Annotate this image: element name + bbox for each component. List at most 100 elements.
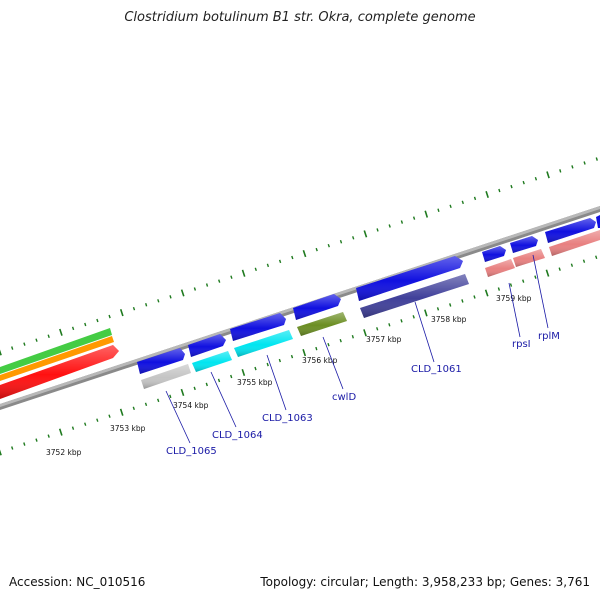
tick-mark — [363, 230, 368, 238]
tick-mark — [437, 208, 440, 212]
tick-mark — [412, 216, 416, 220]
kbp-label: 3753 kbp — [110, 424, 146, 433]
kbp-label: 3752 kbp — [46, 448, 82, 457]
tick-mark — [108, 314, 111, 319]
tick-mark — [169, 295, 172, 299]
tick-mark — [157, 398, 160, 403]
gene-label: rplM — [538, 331, 560, 342]
tick-mark — [339, 239, 343, 244]
tick-mark — [132, 406, 135, 411]
tick-mark — [0, 349, 2, 356]
tick-mark — [132, 306, 136, 311]
tick-mark — [71, 326, 75, 331]
tick-mark — [205, 382, 208, 387]
tick-mark — [180, 289, 185, 297]
tick-mark — [351, 335, 354, 339]
tick-mark — [47, 334, 50, 339]
orange-band — [0, 336, 114, 381]
gene-label: cwlD — [332, 392, 356, 403]
tick-mark — [108, 414, 111, 418]
tick-mark — [449, 303, 452, 307]
tick-mark — [558, 267, 561, 271]
tick-mark — [571, 165, 574, 169]
tick-mark — [23, 342, 26, 346]
tick-mark — [388, 323, 391, 327]
tick-mark — [290, 354, 294, 359]
summary-text: Topology: circular; Length: 3,958,233 bp… — [260, 575, 590, 589]
tick-mark — [193, 386, 196, 391]
tick-mark — [509, 283, 513, 287]
tick-mark — [424, 210, 429, 218]
tick-mark — [266, 362, 269, 367]
tick-mark — [522, 279, 525, 283]
tick-mark — [583, 161, 586, 165]
tick-mark — [461, 200, 464, 205]
tick-mark — [58, 428, 63, 436]
tick-mark — [546, 171, 550, 179]
tick-mark — [84, 322, 87, 327]
tick-mark — [96, 318, 99, 323]
tick-mark — [315, 247, 318, 252]
tick-mark — [71, 426, 75, 430]
gene-label: CLD_1065 — [166, 446, 217, 457]
tick-mark — [59, 328, 63, 336]
tick-mark — [363, 329, 367, 337]
tick-mark — [327, 243, 330, 248]
tick-mark — [388, 224, 391, 228]
tick-mark — [35, 438, 38, 442]
tick-mark — [461, 299, 464, 303]
tick-mark — [11, 346, 14, 350]
scale-labels: 3752 kbp 3753 kbp 3754 kbp 3755 kbp 3756… — [46, 294, 532, 457]
tick-mark — [144, 402, 148, 407]
tick-mark — [376, 327, 379, 331]
tick-mark — [412, 315, 415, 319]
green-band — [0, 328, 112, 374]
tick-mark — [241, 368, 246, 377]
map-title: Clostridium botulinum B1 str. Okra, comp… — [124, 10, 476, 25]
tick-mark — [302, 249, 307, 258]
label-leaders — [165, 254, 549, 444]
tick-mark — [534, 275, 537, 279]
tick-mark — [436, 307, 440, 311]
gene-labels: CLD_1065 CLD_1064 CLD_1063 cwlD CLD_1061… — [166, 331, 560, 457]
tick-mark — [230, 275, 233, 279]
tick-mark — [510, 184, 513, 189]
tick-mark — [119, 408, 124, 416]
tick-mark — [545, 269, 550, 277]
tick-mark — [291, 255, 294, 260]
gene-label: CLD_1064 — [212, 430, 263, 441]
tick-mark — [559, 169, 562, 173]
tick-mark — [230, 374, 233, 379]
tick-mark — [145, 303, 148, 307]
tick-mark — [254, 267, 257, 272]
tick-mark — [266, 263, 270, 268]
tick-mark — [96, 418, 99, 422]
kbp-label: 3756 kbp — [302, 356, 338, 365]
tick-mark — [315, 346, 318, 351]
tick-mark — [241, 269, 246, 277]
tick-mark — [485, 190, 489, 199]
tick-mark — [449, 204, 452, 209]
outer-tick-track — [0, 157, 598, 356]
kbp-label: 3757 kbp — [366, 335, 402, 344]
kbp-label: 3754 kbp — [173, 401, 209, 410]
left-feature-bands — [0, 328, 119, 399]
accession-text: Accession: NC_010516 — [9, 575, 146, 589]
tick-mark — [23, 442, 26, 446]
tick-mark — [339, 338, 342, 343]
kbp-label: 3758 kbp — [431, 315, 467, 324]
tick-mark — [582, 259, 586, 263]
tick-mark — [473, 196, 477, 201]
tick-mark — [498, 188, 501, 193]
tick-mark — [217, 378, 221, 383]
gene-label: rpsI — [512, 339, 531, 350]
tick-mark — [205, 283, 209, 287]
tick-mark — [35, 338, 38, 342]
tick-mark — [180, 388, 185, 396]
tick-mark — [218, 279, 221, 283]
tick-mark — [534, 176, 538, 181]
kbp-label: 3759 kbp — [496, 294, 532, 303]
tick-mark — [278, 358, 281, 363]
tick-mark — [595, 255, 598, 260]
